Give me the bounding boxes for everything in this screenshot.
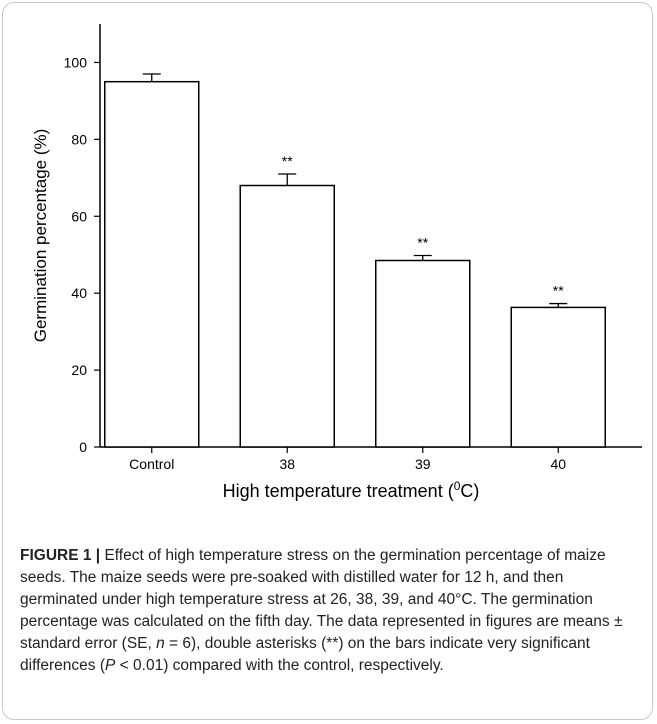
y-tick-label: 60: [71, 208, 87, 224]
x-tick-label: 40: [550, 456, 566, 472]
y-tick-label: 0: [79, 439, 87, 455]
caption-text-1: Effect of high temperature stress on the…: [20, 547, 623, 652]
x-tick-label: Control: [129, 456, 174, 472]
caption-p: P: [105, 657, 116, 674]
y-tick-label: 40: [71, 285, 87, 301]
significance-label: **: [282, 153, 293, 169]
bar: [375, 259, 471, 448]
y-axis-label: Germination percentage (%): [31, 129, 50, 343]
y-tick-label: 100: [64, 54, 88, 70]
x-tick-label: 38: [279, 456, 295, 472]
bar: [510, 306, 606, 448]
y-tick-label: 80: [71, 131, 87, 147]
x-tick-label: 39: [415, 456, 431, 472]
x-axis-label: High temperature treatment (0C): [223, 479, 480, 501]
y-tick-label: 20: [71, 362, 87, 378]
figure-caption: FIGURE 1 | Effect of high temperature st…: [20, 545, 640, 677]
caption-text-2: = 6), double asterisks (**) on the bars …: [20, 635, 590, 674]
caption-text-3: < 0.01) compared with the control, respe…: [115, 657, 444, 674]
significance-label: **: [417, 234, 428, 250]
caption-label: FIGURE 1 |: [20, 547, 101, 564]
bar: [104, 80, 200, 448]
caption-n: n: [156, 635, 165, 652]
significance-label: **: [553, 283, 564, 299]
bar-chart: 0 20 40 60 80 100 Germination percentage (%) Co…: [31, 24, 642, 501]
bar: [239, 184, 335, 448]
